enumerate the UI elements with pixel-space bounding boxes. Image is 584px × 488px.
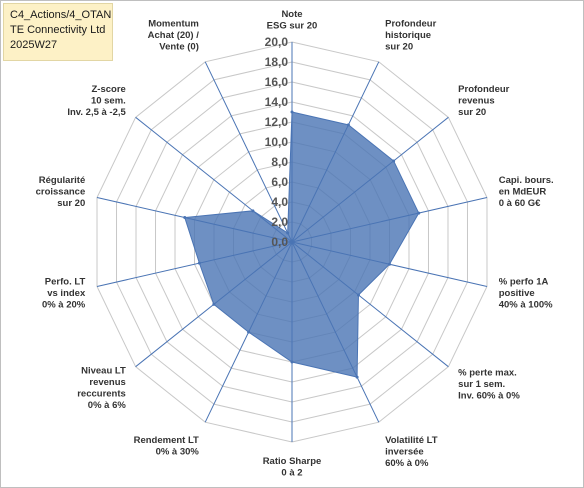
data-point: [346, 123, 350, 127]
data-point: [355, 375, 359, 379]
title-line-3: 2025W27: [10, 39, 58, 51]
axis-label: Volatilité LT inversée 60% à 0%: [385, 435, 438, 469]
axis-label: % perfo 1A positive 40% à 100%: [499, 276, 553, 310]
tick-label: 18,0: [265, 55, 289, 69]
tick-label: 8,0: [271, 155, 288, 169]
tick-label: 2,0: [271, 215, 288, 229]
data-point: [392, 159, 396, 163]
data-point: [247, 330, 251, 334]
axis-label: Régularité croissance sur 20: [36, 175, 86, 209]
tick-label: 14,0: [265, 95, 289, 109]
data-point: [251, 209, 255, 213]
title-line-2: TE Connectivity Ltd: [10, 24, 106, 36]
data-point: [197, 261, 201, 265]
data-point: [417, 211, 421, 215]
tick-label: 16,0: [265, 75, 289, 89]
axis-label: Profondeur historique sur 20: [385, 18, 436, 52]
axis-label: Profondeur revenus sur 20: [458, 84, 509, 118]
axis-label: Perfo. LT vs index 0% à 20%: [42, 276, 86, 310]
axis-label: Niveau LT revenus reccurents 0% à 6%: [77, 365, 126, 411]
tick-label: 20,0: [265, 35, 289, 49]
data-point: [387, 262, 391, 266]
axis-label: Rendement LT 0% à 30%: [134, 435, 200, 458]
data-point: [183, 216, 187, 220]
axis-label: % perte max. sur 1 sem. Inv. 60% à 0%: [458, 367, 520, 401]
series-area: [184, 111, 420, 378]
tick-label: 6,0: [271, 175, 288, 189]
data-point: [212, 302, 216, 306]
data-point: [290, 110, 294, 114]
title-block: C4_Actions/4_OTAN TE Connectivity Ltd 20…: [3, 3, 113, 61]
axis-label: Ratio Sharpe 0 à 2: [263, 456, 322, 479]
data-point: [356, 293, 360, 297]
data-point: [290, 360, 294, 364]
tick-label: 4,0: [271, 195, 288, 209]
axis-label: Momentum Achat (20) / Vente (0): [148, 18, 200, 52]
tick-label: 0,0: [271, 235, 288, 249]
tick-label: 10,0: [265, 135, 289, 149]
axis-label: Z-score 10 sem. Inv. 2,5 à -2,5: [67, 84, 126, 118]
axis-spoke: [204, 61, 293, 243]
axis-label: Capi. bours. en MdEUR 0 à 60 G€: [499, 175, 554, 209]
title-line-1: C4_Actions/4_OTAN: [10, 9, 112, 21]
tick-label: 12,0: [265, 115, 289, 129]
data-point: [286, 231, 290, 235]
axis-label: Note ESG sur 20: [267, 9, 318, 32]
